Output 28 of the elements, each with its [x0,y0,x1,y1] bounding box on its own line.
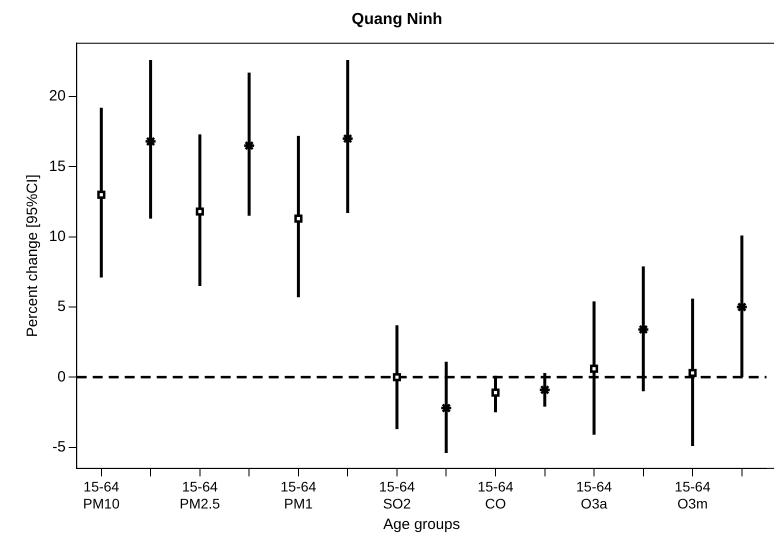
point [144,135,157,148]
x-tick-label: 15-64 CO [478,478,514,512]
y-tick-label: 5 [57,298,66,316]
point [688,368,697,378]
y-axis-title: Percent change [95%CI] [24,174,42,338]
point [491,388,500,397]
y-tick-label: 15 [48,158,66,175]
point [242,139,256,152]
x-tick-label: 15-64 O3m [674,478,711,512]
point [341,132,354,145]
point [97,190,106,199]
x-tick-label: 15-64 PM1 [280,478,317,512]
y-tick-label: 0 [57,368,66,386]
point [392,373,402,382]
point [196,208,204,216]
x-axis-title: Age groups [383,516,460,534]
x-tick-label: 15-64 PM2.5 [180,478,220,512]
chart-title: Quang Ninh [352,11,442,28]
y-tick-label: -5 [52,438,66,456]
point [637,323,650,336]
point [294,214,302,223]
point [736,300,748,314]
x-tick-label: 15-64 O3a [576,478,612,512]
point [590,364,598,373]
x-tick-label: 15-64 SO2 [379,478,416,512]
y-tick-label: 20 [48,88,66,105]
x-tick-label: 15-64 PM10 [83,478,120,512]
y-tick-label: 10 [48,228,66,245]
